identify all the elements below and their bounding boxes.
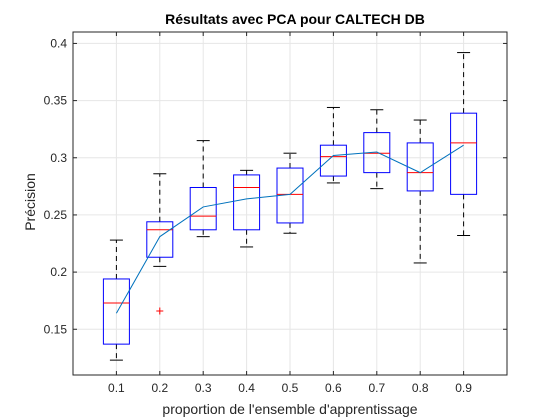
- box: [189, 186, 217, 231]
- x-tick-label: 0.4: [238, 381, 255, 395]
- mean-line: [115, 144, 464, 314]
- x-axis-label: proportion de l'ensemble d'apprentissage: [162, 401, 417, 417]
- x-tick-label: 0.2: [151, 381, 168, 395]
- box: [146, 221, 174, 258]
- chart-title: Résultats avec PCA pour CALTECH DB: [165, 11, 425, 27]
- y-tick-label: 0.4: [50, 36, 67, 50]
- y-tick-label: 0.15: [44, 322, 68, 336]
- mean-line-series: [115, 144, 464, 314]
- whiskers: [109, 52, 471, 361]
- x-tick-label: 0.8: [412, 381, 429, 395]
- box: [233, 174, 261, 231]
- x-tick-label: 0.1: [108, 381, 125, 395]
- outlier-point: [156, 307, 164, 315]
- box: [102, 278, 130, 345]
- y-tick-label: 0.3: [50, 151, 67, 165]
- x-tick-label: 0.7: [368, 381, 385, 395]
- x-tick-label: 0.3: [195, 381, 212, 395]
- box: [319, 144, 347, 177]
- y-tick-label: 0.2: [50, 265, 67, 279]
- x-tick-label: 0.6: [325, 381, 342, 395]
- x-tick-label: 0.5: [282, 381, 299, 395]
- y-tick-label: 0.25: [44, 208, 68, 222]
- axes: 0.15 0.2 0.25 0.3 0.35 0.4 0.1 0.2 0.3 0.4 0.5 0.6 0…: [44, 31, 508, 395]
- y-tick-label: 0.35: [44, 94, 68, 108]
- x-tick-label: 0.9: [455, 381, 472, 395]
- y-axis-label: Précision: [22, 173, 38, 231]
